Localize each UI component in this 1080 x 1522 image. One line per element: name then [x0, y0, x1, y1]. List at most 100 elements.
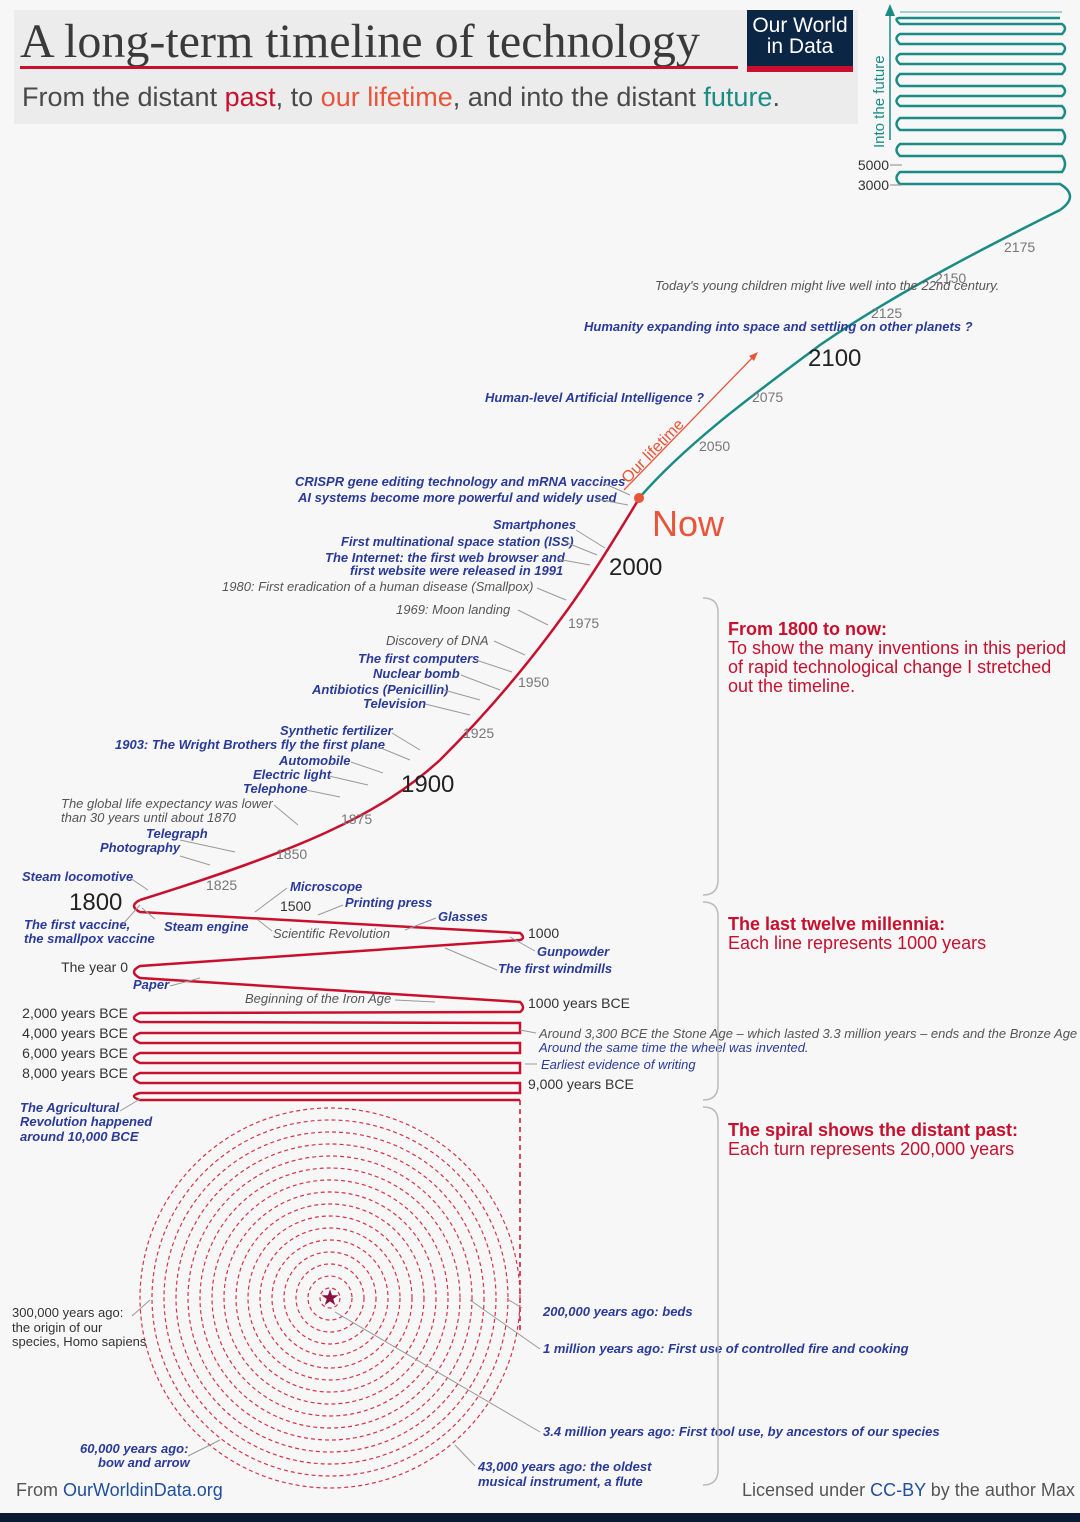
- leader-line: [187, 1439, 221, 1457]
- tick-6000-bce: 6,000 years BCE: [22, 1045, 128, 1061]
- event-label: Glasses: [438, 909, 488, 924]
- leader-line: [131, 1299, 151, 1317]
- leader-line: [129, 877, 149, 891]
- year-tick-2075: 2075: [752, 389, 783, 405]
- event-label: than 30 years until about 1870: [61, 810, 237, 825]
- lifetime-arrow: [623, 355, 755, 491]
- event-label: Antibiotics (Penicillin): [311, 682, 449, 697]
- future-curve: [639, 208, 1061, 498]
- tick-1800: 1800: [69, 889, 122, 916]
- spiral-turn: [139, 1107, 521, 1489]
- leader-line: [475, 659, 513, 673]
- leader-line: [305, 789, 341, 798]
- bracket-period1: [702, 597, 719, 896]
- event-label: AI systems become more powerful and wide…: [297, 490, 618, 505]
- leader-line: [575, 529, 606, 549]
- chart-title: A long-term timeline of technology: [20, 15, 700, 68]
- spiral-turn: [199, 1167, 461, 1429]
- spiral-turn: [151, 1119, 509, 1477]
- now-marker[interactable]: [634, 493, 644, 503]
- leader-line: [254, 887, 288, 913]
- leader-line: [179, 855, 211, 866]
- tick-4000-bce: 4,000 years BCE: [22, 1025, 128, 1041]
- event-label: 3.4 million years ago: First tool use, b…: [543, 1424, 940, 1439]
- year-tick-2000: 2000: [609, 554, 662, 581]
- leader-line: [444, 947, 498, 971]
- future-tick-5000: 5000: [858, 157, 889, 173]
- future-zigzag-line: [895, 16, 1072, 212]
- leader-line: [394, 999, 436, 1003]
- spiral-turn: [307, 1275, 353, 1321]
- event-label: First multinational space station (ISS): [341, 534, 574, 549]
- leader-line: [350, 761, 384, 774]
- license-footer: Licensed under CC-BY by the author Max: [742, 1480, 1075, 1500]
- spiral-turn: [235, 1203, 425, 1393]
- event-label: the origin of our: [12, 1320, 103, 1335]
- year-tick-1975: 1975: [568, 615, 599, 631]
- event-label: around 10,000 BCE: [20, 1129, 139, 1144]
- leader-line: [508, 1299, 523, 1309]
- tick-1000-bce: 1000 years BCE: [528, 995, 630, 1011]
- lifetime-arrowhead: [749, 352, 758, 361]
- event-label: Paper: [133, 977, 170, 992]
- chart-subtitle: From the distant past, to our lifetime, …: [22, 82, 780, 112]
- spiral-turn: [271, 1239, 389, 1357]
- license-link[interactable]: CC-BY: [870, 1480, 926, 1500]
- future-axis-arrowhead: [885, 4, 895, 16]
- event-label: Today's young children might live well i…: [655, 278, 999, 293]
- spiral-turn: [175, 1143, 485, 1453]
- leader-line: [121, 904, 141, 926]
- modern-curve: [139, 496, 642, 902]
- event-label: Beginning of the Iron Age: [245, 991, 391, 1006]
- logo-red-bar: [747, 66, 853, 72]
- leader-line: [257, 919, 273, 932]
- event-label: Automobile: [278, 753, 351, 768]
- spiral-turn: [163, 1131, 497, 1465]
- leader-line: [469, 1299, 541, 1350]
- tick-2000-bce: 2,000 years BCE: [22, 1005, 128, 1021]
- event-label: CRISPR gene editing technology and mRNA …: [295, 474, 625, 489]
- event-label: 1980: First eradication of a human disea…: [222, 579, 533, 594]
- event-labels: Human-level Artificial Intelligence ? Hum…: [12, 278, 1077, 1489]
- leader-line: [391, 732, 421, 751]
- leader-line: [595, 498, 629, 506]
- future-axis-label: Into the future: [871, 55, 888, 148]
- leader-line: [564, 541, 598, 556]
- source-link[interactable]: OurWorldinData.org: [63, 1480, 223, 1500]
- spiral-turn: [247, 1215, 413, 1381]
- leader-line: [536, 587, 567, 601]
- title-underline: [20, 66, 738, 69]
- spiral-turn: [295, 1263, 365, 1333]
- lifetime-label: Our lifetime: [619, 416, 688, 487]
- spiral-turn: [211, 1179, 449, 1417]
- event-label: Humanity expanding into space and settli…: [584, 319, 973, 334]
- leader-line: [519, 1029, 537, 1034]
- event-label: Telephone: [243, 781, 308, 796]
- leader-line: [169, 977, 201, 987]
- leader-line: [404, 917, 437, 931]
- tick-8000-bce: 8,000 years BCE: [22, 1065, 128, 1081]
- leader-line: [375, 745, 411, 761]
- year-tick-1925: 1925: [463, 725, 494, 741]
- event-label: musical instrument, a flute: [478, 1474, 643, 1489]
- tick-1000: 1000: [528, 925, 559, 941]
- event-label: Around 3,300 BCE the Stone Age – which l…: [538, 1026, 1077, 1041]
- event-label: Telegraph: [146, 826, 208, 841]
- owid-logo[interactable]: Our World in Data: [747, 10, 853, 72]
- now-label: Now: [652, 503, 725, 544]
- leader-line: [517, 609, 549, 626]
- spiral-turn: [187, 1155, 473, 1441]
- period3-note: The spiral shows the distant past: Each …: [728, 1120, 1019, 1159]
- year-tick-1950: 1950: [518, 674, 549, 690]
- year-tick-1900: 1900: [401, 771, 454, 798]
- leader-line: [602, 482, 631, 496]
- leader-line: [509, 936, 536, 952]
- leader-line: [454, 1444, 476, 1467]
- year-tick-2100: 2100: [808, 345, 861, 372]
- leader-line: [424, 703, 471, 716]
- event-label: The first computers: [358, 651, 479, 666]
- event-label: The first vaccine,: [24, 917, 130, 932]
- event-label: Printing press: [345, 895, 432, 910]
- event-label: Revolution happened: [20, 1114, 153, 1129]
- event-label: The Agricultural: [20, 1100, 120, 1115]
